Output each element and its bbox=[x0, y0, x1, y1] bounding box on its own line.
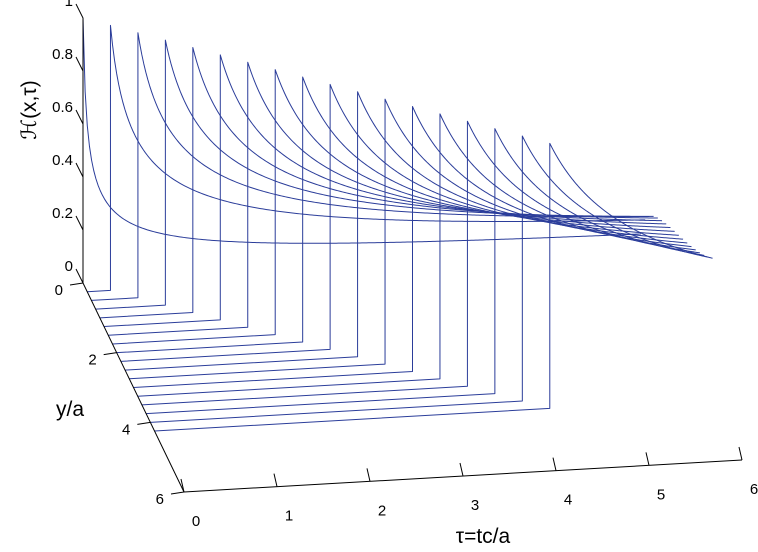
z-tick-label-4: 0.8 bbox=[52, 46, 73, 63]
series-line-0 bbox=[82, 17, 642, 283]
z-tick-5 bbox=[75, 3, 84, 19]
z-tick-2 bbox=[75, 162, 84, 178]
series-line-5 bbox=[104, 54, 663, 328]
x-tick-3 bbox=[459, 462, 464, 477]
series-line-4 bbox=[99, 47, 658, 319]
y-tick-2 bbox=[137, 421, 151, 425]
y-tick-3 bbox=[170, 491, 185, 495]
x-tick-label-2: 2 bbox=[378, 502, 386, 519]
series-line-16 bbox=[150, 135, 709, 423]
z-tick-label-2: 0.4 bbox=[52, 152, 73, 169]
y-axis-line bbox=[82, 282, 185, 493]
series-line-3 bbox=[95, 39, 654, 310]
axes-layer bbox=[82, 18, 743, 493]
z-tick-label-0: 0 bbox=[65, 258, 73, 275]
y-tick-label-0: 0 bbox=[55, 282, 63, 299]
x-tick-label-4: 4 bbox=[564, 492, 572, 509]
series-line-14 bbox=[141, 120, 700, 406]
x-tick-label-0: 0 bbox=[192, 513, 200, 530]
z-tick-label-3: 0.6 bbox=[52, 99, 73, 116]
x-tick-2 bbox=[366, 468, 371, 482]
z-tick-4 bbox=[75, 56, 84, 72]
y-axis-label: y/a bbox=[56, 398, 84, 421]
z-tick-0 bbox=[75, 268, 84, 284]
x-tick-4 bbox=[552, 457, 557, 471]
x-tick-1 bbox=[273, 473, 278, 487]
series-line-9 bbox=[120, 83, 679, 362]
series-line-10 bbox=[125, 91, 684, 371]
series-line-17 bbox=[154, 142, 713, 432]
y-tick-1 bbox=[103, 352, 117, 356]
y-tick-0 bbox=[69, 282, 84, 286]
series-line-2 bbox=[91, 32, 650, 301]
y-tick-label-1: 2 bbox=[88, 352, 96, 369]
x-tick-0 bbox=[180, 478, 185, 493]
x-tick-5 bbox=[645, 452, 650, 466]
y-tick-label-2: 4 bbox=[122, 421, 130, 438]
series-line-12 bbox=[133, 106, 692, 388]
series-layer bbox=[82, 17, 713, 432]
series-line-15 bbox=[146, 128, 705, 415]
x-tick-label-1: 1 bbox=[285, 508, 293, 525]
x-tick-label-5: 5 bbox=[657, 486, 665, 503]
z-tick-label-5: 1 bbox=[65, 0, 73, 10]
z-axis-label: ℋ(x,τ) bbox=[18, 80, 41, 139]
series-line-6 bbox=[108, 61, 667, 336]
ticks-layer: 0 0.2 0.4 0.6 0.8 1 0 2 4 6 0 1 2 3 4 5 6 bbox=[52, 0, 758, 530]
series-line-7 bbox=[112, 69, 671, 345]
x-tick-label-6: 6 bbox=[750, 481, 758, 498]
y-tick-label-3: 6 bbox=[156, 491, 164, 508]
series-line-1 bbox=[87, 24, 646, 293]
z-tick-1 bbox=[75, 215, 84, 231]
z-tick-3 bbox=[75, 109, 84, 125]
x-axis-line bbox=[183, 459, 743, 493]
x-tick-6 bbox=[738, 446, 743, 461]
series-line-13 bbox=[137, 113, 696, 397]
series-line-8 bbox=[116, 76, 675, 354]
x-tick-label-3: 3 bbox=[471, 497, 479, 514]
series-line-11 bbox=[129, 98, 688, 380]
z-tick-label-1: 0.2 bbox=[52, 205, 73, 222]
x-axis-label: τ=tc/a bbox=[456, 525, 511, 548]
